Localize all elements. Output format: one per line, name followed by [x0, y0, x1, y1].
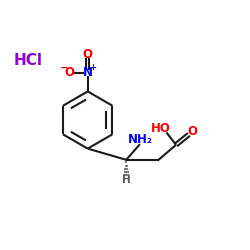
Text: HCl: HCl	[14, 53, 42, 68]
Text: NH₂: NH₂	[128, 134, 152, 146]
Text: N: N	[83, 66, 93, 79]
Text: HO: HO	[151, 122, 171, 135]
Text: H: H	[122, 175, 130, 185]
Text: +: +	[89, 63, 96, 72]
Text: O: O	[64, 66, 74, 79]
Text: O: O	[83, 48, 93, 62]
Text: −: −	[60, 63, 68, 73]
Text: O: O	[187, 125, 197, 138]
